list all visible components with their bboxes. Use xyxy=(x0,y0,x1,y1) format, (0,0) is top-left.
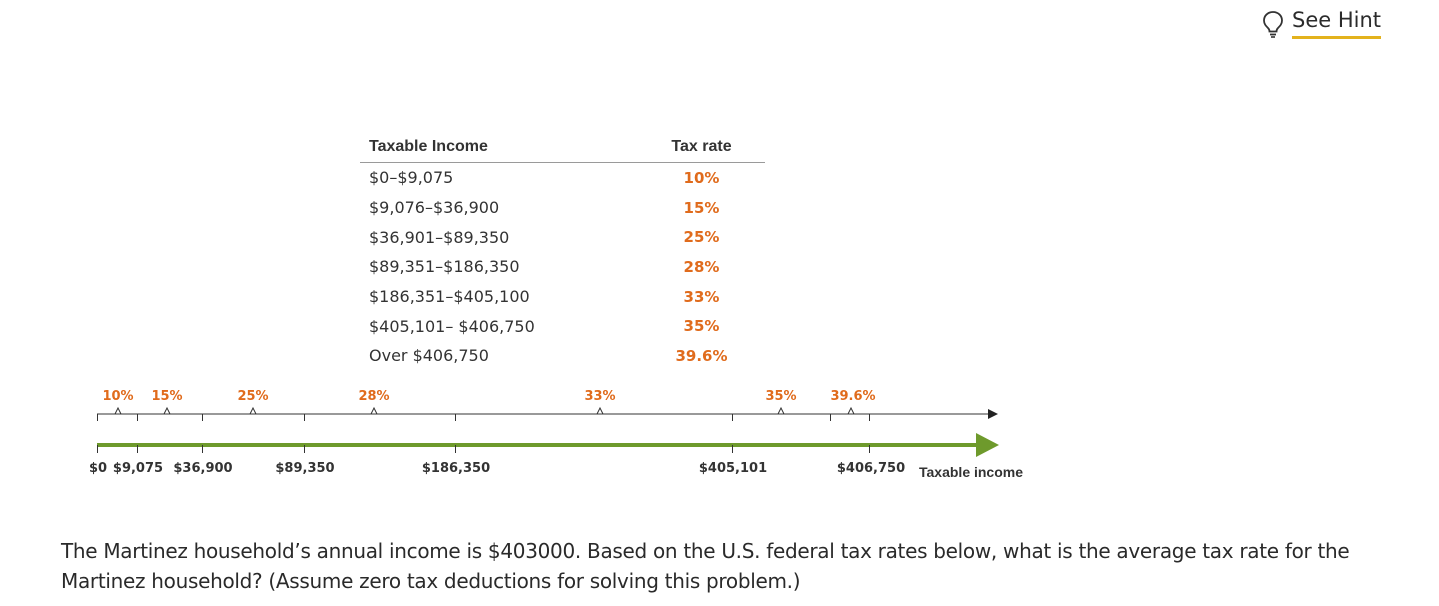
header-taxable-income: Taxable Income xyxy=(369,138,488,155)
see-hint-button[interactable]: See Hint xyxy=(1262,8,1382,39)
table-row: $186,351–$405,100 33% xyxy=(360,282,765,312)
timeline-rate-label: 39.6% xyxy=(830,389,875,404)
income-cell: Over $406,750 xyxy=(369,346,489,366)
rate-cell: 33% xyxy=(683,287,720,306)
income-cell: $9,076–$36,900 xyxy=(369,198,500,218)
income-cell: $89,351–$186,350 xyxy=(369,257,520,277)
timeline-amount-label: $89,350 xyxy=(275,461,334,476)
table-row: $9,076–$36,900 15% xyxy=(360,193,765,223)
timeline-amount-label: $186,350 xyxy=(422,461,490,476)
table-row: $36,901–$89,350 25% xyxy=(360,222,765,252)
timeline-amount-label: $405,101 xyxy=(699,461,767,476)
timeline-axis-label: Taxable income xyxy=(919,464,1023,480)
bracket-arrowhead xyxy=(988,409,998,419)
income-cell: $36,901–$89,350 xyxy=(369,227,510,247)
see-hint-label[interactable]: See Hint xyxy=(1292,8,1382,39)
table-row: $89,351–$186,350 28% xyxy=(360,252,765,282)
timeline-rate-label: 35% xyxy=(765,389,796,404)
rate-cell: 35% xyxy=(683,317,720,336)
timeline-amount-label: $0 xyxy=(89,461,107,476)
timeline-rate-label: 33% xyxy=(584,389,615,404)
tax-rate-table: Taxable Income Tax rate $0–$9,075 10% $9… xyxy=(360,132,765,371)
timeline-rate-label: 10% xyxy=(102,389,133,404)
header-tax-rate: Tax rate xyxy=(671,138,732,155)
timeline-rate-label: 15% xyxy=(151,389,182,404)
rate-cell: 25% xyxy=(683,228,720,247)
rate-cell: 10% xyxy=(683,168,720,187)
timeline-amount-label: $9,075 xyxy=(113,461,163,476)
rate-cell: 15% xyxy=(683,198,720,217)
table-row: $0–$9,075 10% xyxy=(360,163,765,193)
timeline-rate-label: 25% xyxy=(237,389,268,404)
rate-cell: 39.6% xyxy=(675,346,728,365)
income-cell: $0–$9,075 xyxy=(369,168,454,188)
rate-cell: 28% xyxy=(683,257,720,276)
timeline-amount-label: $406,750 xyxy=(837,461,905,476)
income-arrowhead xyxy=(976,433,999,457)
table-row: $405,101– $406,750 35% xyxy=(360,311,765,341)
timeline-rate-label: 28% xyxy=(358,389,389,404)
question-text: The Martinez household’s annual income i… xyxy=(61,539,1350,593)
timeline-amount-label: $36,900 xyxy=(173,461,232,476)
bracket-line xyxy=(97,406,988,421)
income-cell: $186,351–$405,100 xyxy=(369,287,530,307)
income-cell: $405,101– $406,750 xyxy=(369,316,535,336)
table-header: Taxable Income Tax rate xyxy=(360,132,765,163)
income-ticks xyxy=(97,445,870,453)
lightbulb-icon xyxy=(1262,10,1284,38)
table-row: Over $406,750 39.6% xyxy=(360,341,765,371)
